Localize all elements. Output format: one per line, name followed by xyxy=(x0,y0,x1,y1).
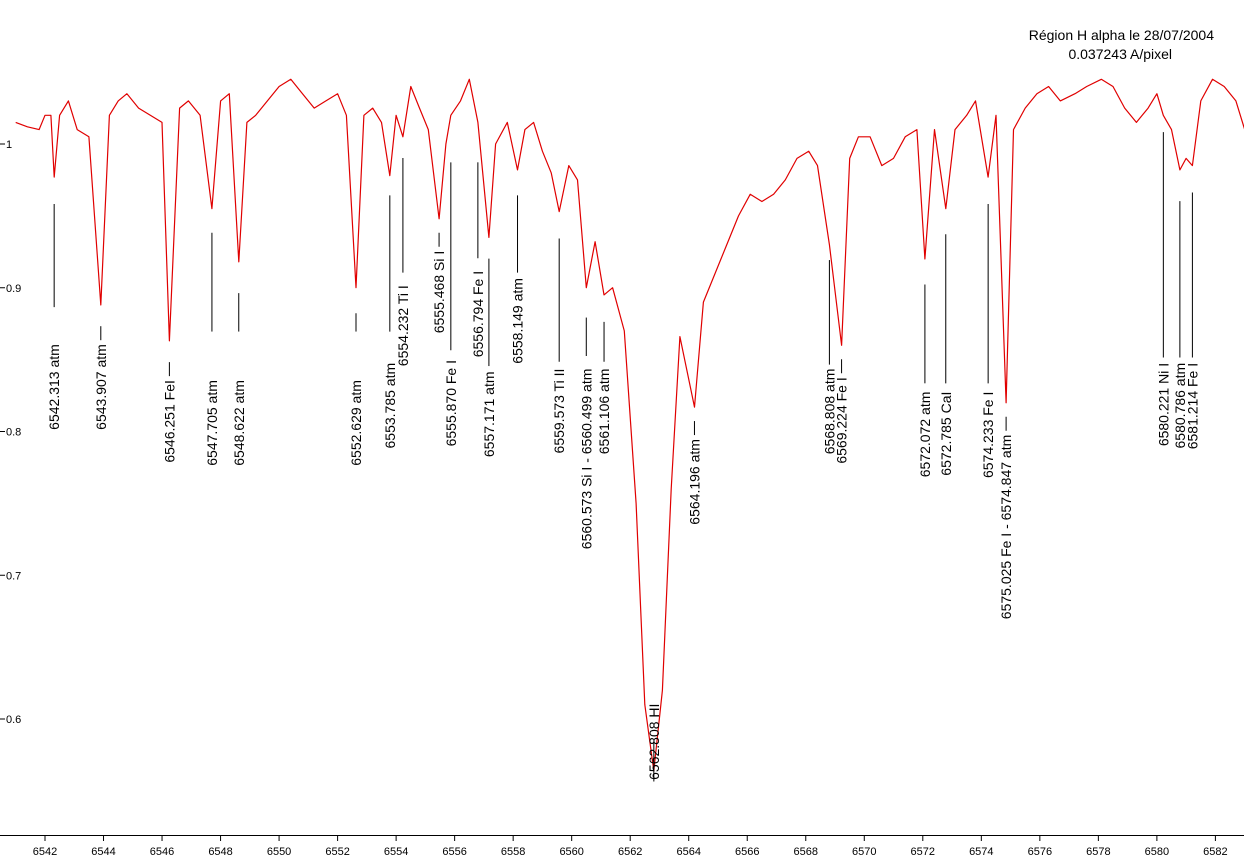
x-tick-label: 6554 xyxy=(384,846,408,858)
line-label: 6561.106 atm xyxy=(596,369,612,455)
x-tick-label: 6556 xyxy=(442,846,466,858)
line-label: 6554.232 Ti I xyxy=(395,285,411,366)
line-label: 6562.808 HI xyxy=(646,704,662,780)
x-tick-label: 6546 xyxy=(150,846,174,858)
line-label: 6560.573 Si I - 6560.499 atm xyxy=(578,369,594,550)
line-label: 6558.149 atm xyxy=(510,278,526,364)
y-axis-ticks: 0.6 0.7 0.8 0.9 1 xyxy=(0,139,21,726)
x-tick-label: 6564 xyxy=(676,846,700,858)
line-label: 6568.808 atm xyxy=(821,369,837,455)
line-label: 6572.785 CaI xyxy=(938,392,954,476)
line-label: 6574.233 Fe I xyxy=(980,392,996,478)
x-tick-label: 6574 xyxy=(969,846,993,858)
line-label: 6581.214 Fe I xyxy=(1184,363,1200,449)
chart-title: Région H alpha le 28/07/2004 xyxy=(1029,27,1214,43)
line-label: 6556.794 Fe I xyxy=(470,271,486,357)
x-tick-label: 6576 xyxy=(1028,846,1052,858)
x-tick-label: 6578 xyxy=(1086,846,1110,858)
spectrum-series-line xyxy=(15,78,1244,772)
x-tick-label: 6568 xyxy=(794,846,818,858)
line-identifications: 6542.313 atm 6543.907 atm 6546.251 FeI 6547… xyxy=(46,132,1200,782)
y-tick-label: 0.9 xyxy=(6,283,21,295)
y-tick-label: 0.7 xyxy=(6,570,21,582)
x-tick-label: 6566 xyxy=(735,846,759,858)
x-tick-label: 6562 xyxy=(618,846,642,858)
line-label: 6557.171 atm xyxy=(481,372,497,458)
line-label: 6548.622 atm xyxy=(231,380,247,466)
x-tick-label: 6582 xyxy=(1203,846,1227,858)
line-label: 6555.468 Si I xyxy=(431,251,447,334)
y-tick-label: 1 xyxy=(6,139,12,151)
series-group xyxy=(15,78,1244,772)
x-tick-label: 6552 xyxy=(325,846,349,858)
line-label: 6542.313 atm xyxy=(46,344,62,430)
line-label: 6569.224 Fe I xyxy=(834,377,850,463)
line-label: 6559.573 Ti II xyxy=(551,369,567,454)
x-axis-ticks: 6542 6544 6546 6548 6550 6552 6554 6556 6558 6560… xyxy=(33,836,1228,858)
x-tick-label: 6572 xyxy=(911,846,935,858)
line-label: 6553.785 atm xyxy=(382,363,398,449)
plot-frame xyxy=(0,0,1244,836)
y-tick-label: 0.8 xyxy=(6,427,21,439)
line-label: 6552.629 atm xyxy=(348,380,364,466)
x-tick-label: 6544 xyxy=(91,846,115,858)
chart-subtitle: 0.037243 A/pixel xyxy=(1068,46,1172,62)
x-tick-label: 6542 xyxy=(33,846,57,858)
x-tick-label: 6550 xyxy=(267,846,291,858)
line-label: 6564.196 atm xyxy=(686,439,702,525)
line-label: 6546.251 FeI xyxy=(161,380,177,463)
x-tick-label: 6558 xyxy=(501,846,525,858)
line-label: 6547.705 atm xyxy=(204,380,220,466)
line-label: 6575.025 Fe I - 6574.847 atm xyxy=(998,435,1014,619)
line-label: 6543.907 atm xyxy=(93,344,109,430)
x-tick-label: 6570 xyxy=(852,846,876,858)
x-tick-label: 6580 xyxy=(1145,846,1169,858)
line-label: 6580.786 atm xyxy=(1172,363,1188,449)
x-tick-label: 6560 xyxy=(559,846,583,858)
line-label: 6572.072 atm xyxy=(917,392,933,478)
y-tick-label: 0.6 xyxy=(6,714,21,726)
line-label: 6580.221 Ni I xyxy=(1155,363,1171,446)
x-tick-label: 6548 xyxy=(208,846,232,858)
line-label: 6555.870 Fe I xyxy=(443,360,459,446)
